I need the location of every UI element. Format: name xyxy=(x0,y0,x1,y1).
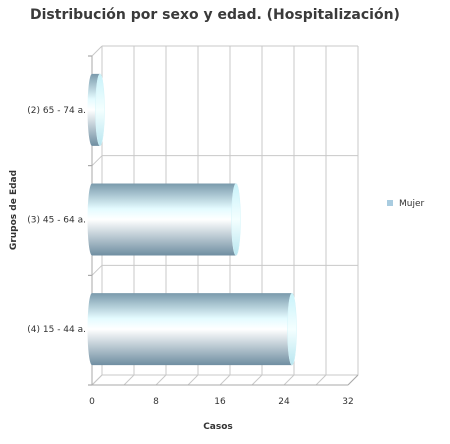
side-wall-line xyxy=(91,45,103,57)
floor-line xyxy=(283,374,295,386)
chart-title: Distribución por sexo y edad. (Hospitali… xyxy=(30,7,400,23)
side-wall-line xyxy=(91,374,103,386)
bar[interactable] xyxy=(87,73,105,147)
x-axis-title: Casos xyxy=(203,422,233,432)
x-tick-label: 16 xyxy=(214,397,226,407)
floor-line xyxy=(219,374,231,386)
floor-line xyxy=(123,374,135,386)
bar[interactable] xyxy=(87,183,241,256)
y-axis-title: Grupos de Edad xyxy=(9,170,19,250)
floor-line xyxy=(315,374,327,386)
y-tick-label: (3) 45 - 64 a. xyxy=(27,216,86,226)
bar-cap xyxy=(95,73,105,147)
legend-swatch-mujer xyxy=(387,200,393,206)
x-tick-label: 24 xyxy=(278,397,290,407)
x-tick-label: 32 xyxy=(342,397,353,407)
x-tick-label: 0 xyxy=(89,397,95,407)
bar-body xyxy=(87,293,297,366)
bar-cap xyxy=(287,292,297,366)
floor-line xyxy=(251,374,263,386)
bar-cap xyxy=(231,183,241,256)
y-tick-label: (2) 65 - 74 a. xyxy=(27,106,86,116)
legend[interactable]: Mujer xyxy=(387,199,425,209)
bars xyxy=(87,73,297,366)
legend-label-mujer: Mujer xyxy=(399,199,425,209)
bar[interactable] xyxy=(87,292,297,366)
side-wall-line xyxy=(91,155,103,167)
y-tick-label: (4) 15 - 44 a. xyxy=(27,325,86,335)
x-tick-label: 8 xyxy=(153,397,159,407)
side-wall-line xyxy=(91,264,103,276)
floor-edge xyxy=(347,374,359,386)
floor-line xyxy=(187,374,199,386)
tick-labels: (2) 65 - 74 a. (3) 45 - 64 a. (4) 15 - 44 … xyxy=(27,106,353,407)
bar-body xyxy=(87,183,241,256)
floor-line xyxy=(155,374,167,386)
